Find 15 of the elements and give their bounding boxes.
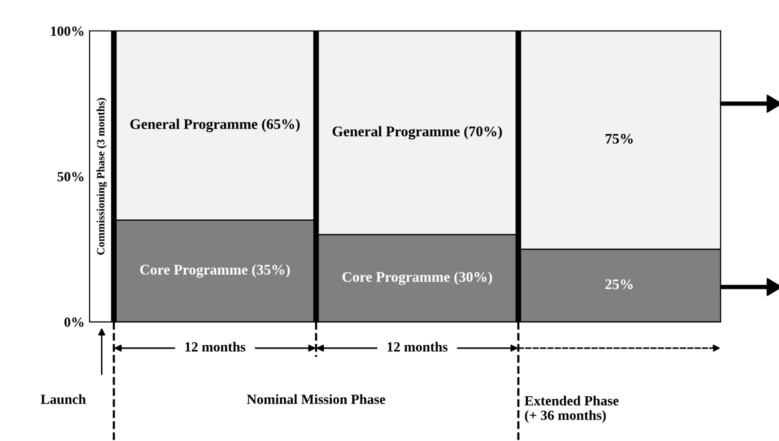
y-tick-label: 0%	[64, 318, 84, 327]
text: Extended Phase (+ 36 months)	[524, 396, 619, 423]
data-label: Core Programme (30%)	[342, 272, 492, 285]
text: 12 months	[185, 342, 246, 352]
text: Launch	[40, 394, 86, 404]
data-label: General Programme (70%)	[332, 126, 502, 140]
data-label: Core Programme (35%)	[140, 264, 290, 278]
y-tick-label: 50%	[58, 172, 84, 182]
annotation: Commissioning Phase (3 months)	[96, 98, 107, 255]
data-label: 75%	[606, 134, 633, 144]
data-label: 25%	[605, 279, 633, 290]
text: Nominal Mission Phase	[246, 394, 386, 404]
y-tick-label: 100%	[51, 26, 84, 36]
data-label: General Programme (65%)	[130, 118, 300, 132]
text: 12 months	[388, 342, 448, 352]
